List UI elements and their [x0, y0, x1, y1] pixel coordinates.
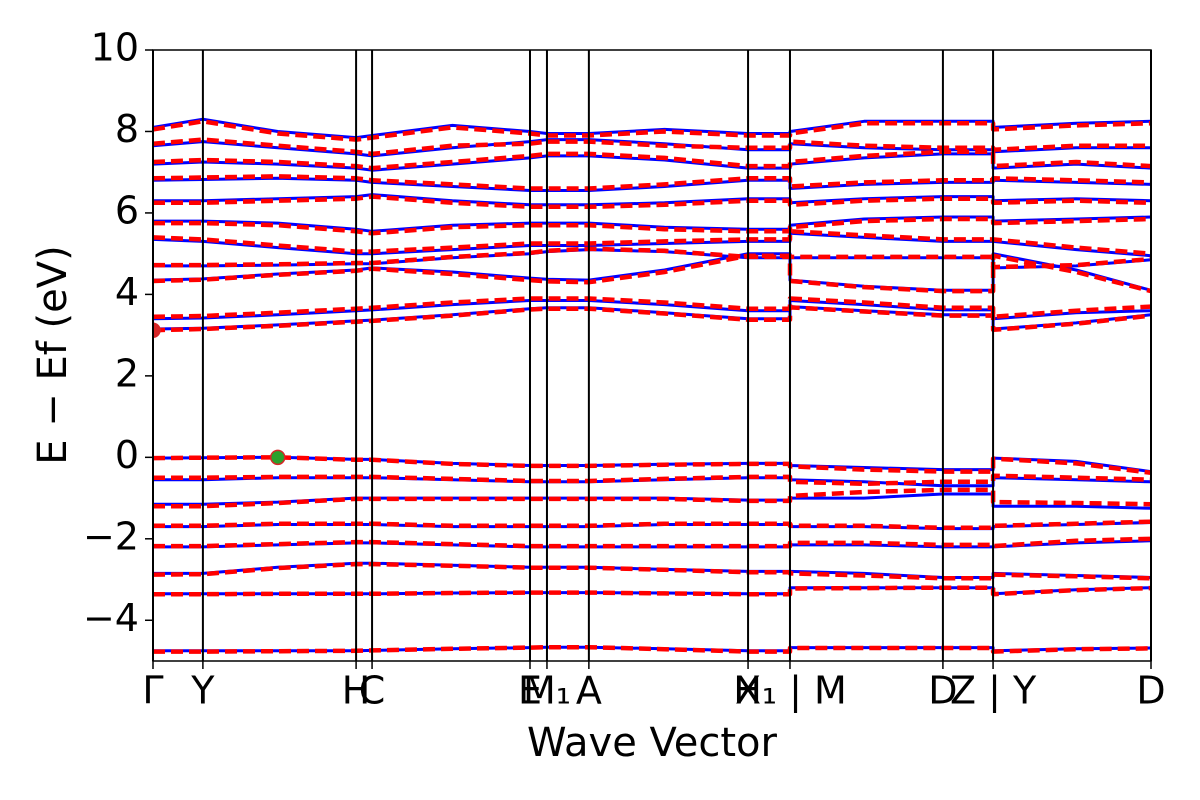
y-axis-label: E − Ef (eV) [30, 245, 76, 464]
x-tick-label: Y [190, 669, 215, 713]
x-tick-label: C [359, 669, 386, 713]
y-tick-label: 0 [115, 433, 139, 477]
extremum-marker [153, 322, 161, 338]
x-tick-label: M₁ [523, 669, 571, 713]
x-tick-label: E [518, 669, 542, 713]
x-tick-label: H [342, 669, 371, 713]
y-tick-label: 4 [115, 270, 139, 314]
x-tick-label: A [576, 669, 602, 713]
y-tick-label: 8 [115, 107, 139, 151]
y-tick-label: −4 [83, 596, 139, 640]
x-tick-label: X [735, 669, 761, 713]
x-tick-label: Z | Y [950, 669, 1037, 714]
band-line [153, 246, 1151, 270]
y-tick-label: 10 [91, 26, 139, 70]
y-tick-label: 2 [115, 351, 139, 395]
x-tick-label: H₁ | M [733, 669, 847, 714]
x-tick-label: Γ [142, 669, 163, 713]
x-tick-label: D [928, 669, 957, 713]
extremum-marker [270, 449, 286, 466]
y-tick-label: 6 [115, 188, 139, 232]
y-tick-label: −2 [83, 514, 139, 558]
plot-frame [152, 49, 1152, 662]
x-tick-label: D [1136, 669, 1165, 713]
band-line [153, 229, 1151, 256]
x-axis-label: Wave Vector [527, 720, 778, 766]
